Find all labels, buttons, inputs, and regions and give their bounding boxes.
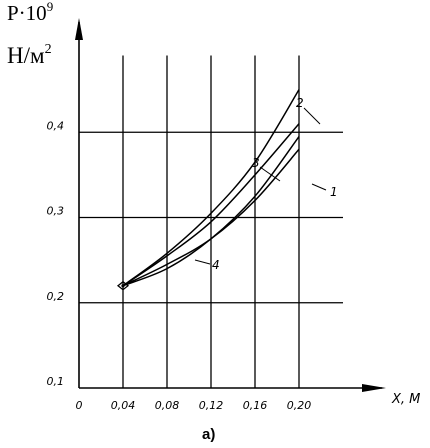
- series-line-3: [122, 123, 300, 287]
- chart-series: [116, 89, 300, 291]
- x-axis-arrow: [362, 384, 386, 392]
- x-tick-label: 0,16: [243, 399, 268, 412]
- x-tick-label: 0,08: [155, 399, 180, 412]
- curve-label-leader-4: [194, 259, 211, 265]
- series-line-4: [122, 136, 300, 287]
- curve-label-1: 1: [330, 185, 338, 199]
- series-line-2: [122, 89, 300, 287]
- y-tick-label: 0,1: [47, 375, 65, 388]
- y-tick-label: 0,4: [47, 119, 65, 132]
- curve-label-leader-2: [303, 107, 321, 125]
- x-tick-label: 0,04: [111, 399, 136, 412]
- curve-label-4: 4: [212, 258, 220, 272]
- series-start-marker: [116, 280, 130, 291]
- x-tick-label: 0,12: [199, 399, 224, 412]
- chart-curve-labels: 1 2 3 4: [194, 96, 338, 272]
- figure-caption: а): [202, 426, 216, 443]
- x-tick-label: 0,20: [287, 399, 312, 412]
- curve-label-leader-1: [311, 183, 327, 191]
- y-tick-label: 0,2: [47, 290, 65, 303]
- y-axis-unit: Н/м2: [7, 42, 52, 68]
- curve-label-leader-3: [259, 166, 281, 182]
- curve-label-3: 3: [252, 156, 260, 170]
- y-tick-label: 0,3: [47, 205, 65, 218]
- y-axis-arrow: [75, 18, 83, 40]
- x-tick-label: 0: [76, 399, 83, 412]
- chart-axes: [75, 18, 386, 392]
- series-start-dot: [121, 284, 125, 288]
- chart-tick-labels: 0 0,04 0,08 0,12 0,16 0,20 0,1 0,2 0,3 0,4: [47, 119, 312, 412]
- x-axis-label: X, М: [391, 392, 420, 407]
- curve-label-2: 2: [296, 96, 304, 110]
- y-axis-title: P·109: [7, 0, 54, 25]
